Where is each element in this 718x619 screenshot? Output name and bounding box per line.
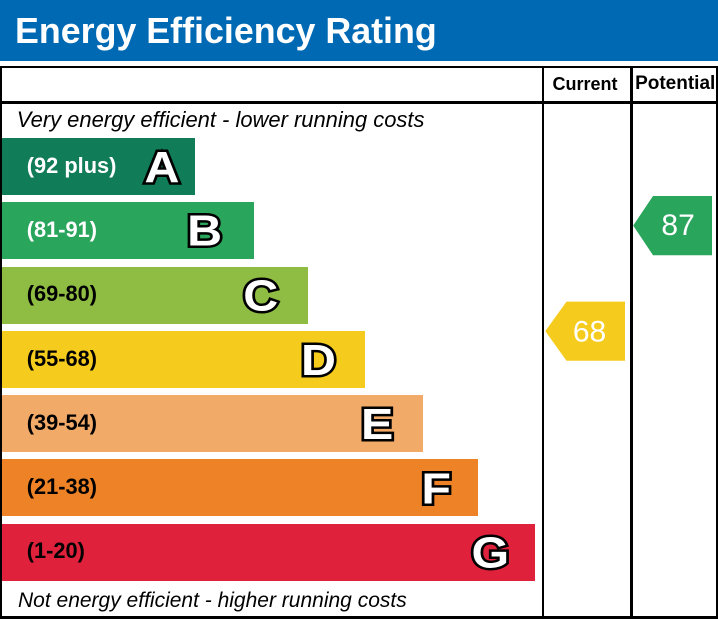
svg-text:F: F bbox=[421, 463, 451, 512]
svg-text:G: G bbox=[471, 527, 509, 576]
svg-text:68: 68 bbox=[573, 315, 606, 348]
svg-text:B: B bbox=[187, 205, 222, 254]
svg-text:D: D bbox=[301, 335, 336, 384]
svg-text:E: E bbox=[361, 399, 393, 448]
svg-text:A: A bbox=[145, 142, 180, 191]
svg-text:C: C bbox=[243, 270, 278, 319]
svg-text:87: 87 bbox=[661, 209, 694, 242]
